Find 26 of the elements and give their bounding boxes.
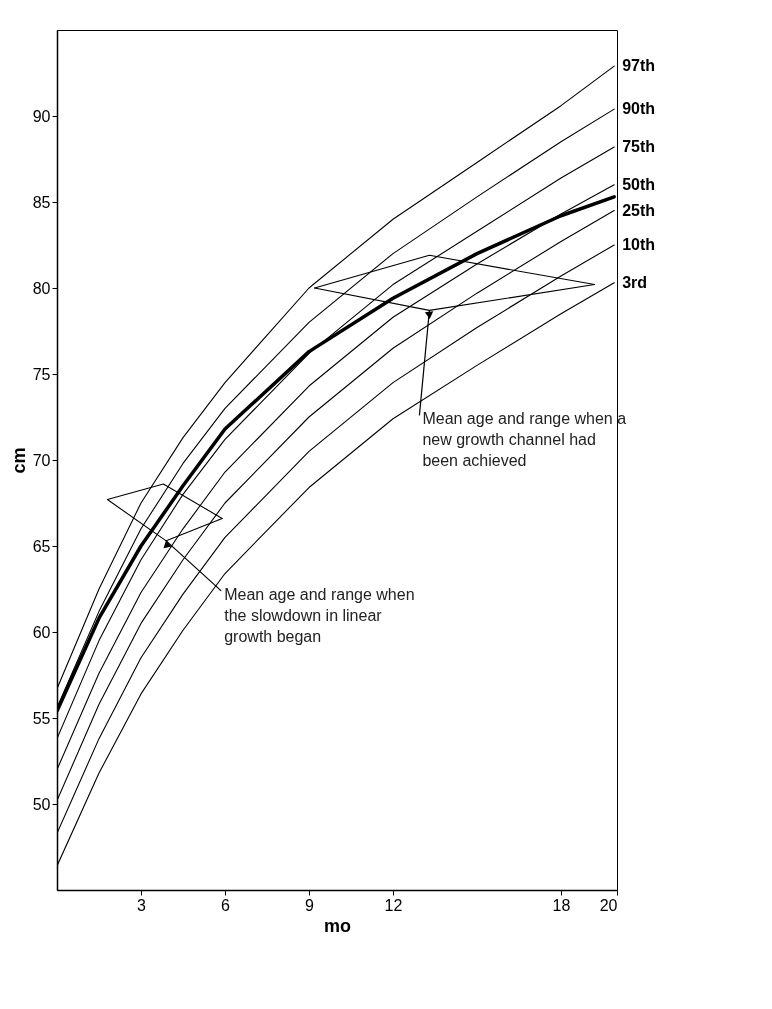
- x-tick-label: 12: [384, 896, 403, 914]
- series-label: 3rd: [622, 273, 648, 291]
- x-tick-label: 9: [305, 896, 315, 914]
- y-axis-title: cm: [8, 447, 29, 474]
- y-tick-label: 80: [32, 279, 51, 297]
- y-tick-label: 60: [32, 623, 51, 641]
- y-tick-label: 90: [32, 107, 51, 125]
- x-tick-label: 18: [552, 896, 571, 914]
- annotation: Mean age and range when a new growth channel had been achieved: [422, 410, 627, 470]
- series-label: 90th: [622, 100, 656, 118]
- x-axis-title: mo: [324, 915, 351, 936]
- y-tick-label: 55: [32, 709, 51, 727]
- y-tick-label: 85: [32, 193, 51, 211]
- x-tick-label: 6: [221, 896, 231, 914]
- x-tick-label: 20: [599, 896, 618, 914]
- y-tick-label: 70: [32, 451, 51, 469]
- annotation: Mean age and range when the slowdown in linear growth began: [224, 585, 415, 645]
- y-tick-label: 75: [32, 365, 51, 383]
- y-tick-label: 50: [32, 795, 51, 813]
- series-label: 75th: [622, 137, 656, 155]
- series-label: 50th: [622, 175, 656, 193]
- y-tick-label: 65: [32, 537, 51, 555]
- series-label: 97th: [622, 57, 656, 75]
- series-label: 25th: [622, 201, 656, 219]
- x-tick-label: 3: [137, 896, 147, 914]
- series-label: 10th: [622, 236, 656, 253]
